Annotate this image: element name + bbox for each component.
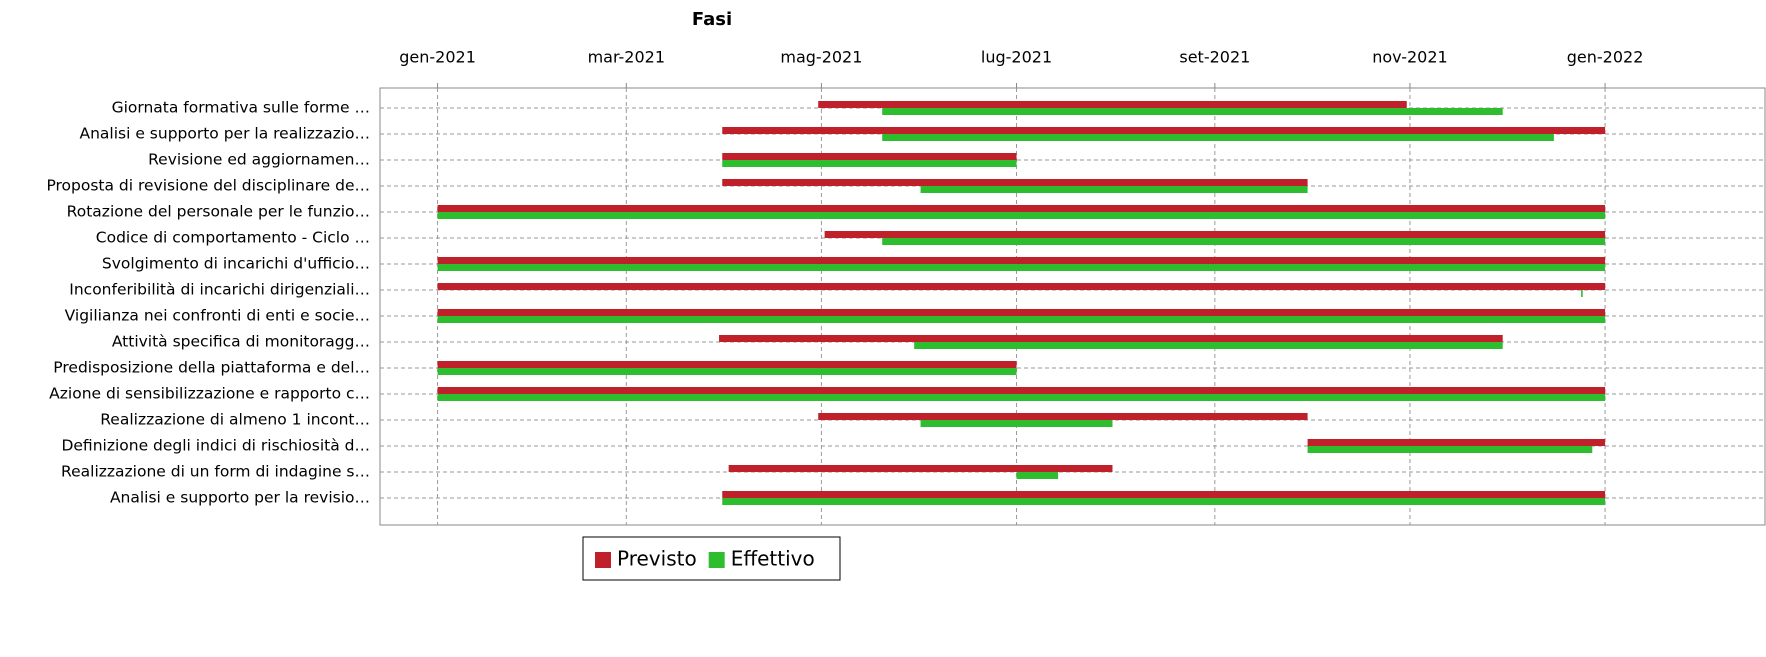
bar: [437, 394, 1606, 401]
bar: [722, 491, 1606, 498]
bar: [437, 316, 1606, 323]
bar: [437, 205, 1606, 212]
bar: [1016, 472, 1059, 479]
x-tick-label: mar-2021: [588, 48, 665, 67]
x-tick-label: gen-2022: [1567, 48, 1644, 67]
y-tick-label: Inconferibilità di incarichi dirigenzial…: [69, 281, 370, 299]
x-tick-label: mag-2021: [780, 48, 862, 67]
bar: [920, 420, 1113, 427]
legend-swatch: [708, 552, 725, 568]
bar: [437, 387, 1606, 394]
legend-swatch: [595, 552, 611, 568]
bar: [882, 134, 1554, 141]
bar: [719, 335, 1503, 342]
bar: [1307, 446, 1593, 453]
bar: [437, 257, 1606, 264]
x-tick-label: lug-2021: [981, 48, 1052, 67]
bar: [437, 309, 1606, 316]
y-tick-label: Predisposizione della piattaforma e del…: [53, 359, 370, 377]
bar: [1581, 290, 1583, 297]
y-tick-label: Codice di comportamento - Ciclo …: [96, 229, 370, 247]
y-tick-label: Realizzazione di un form di indagine s…: [61, 463, 370, 481]
bar: [728, 465, 1113, 472]
y-tick-label: Proposta di revisione del disciplinare d…: [46, 177, 370, 195]
legend-label: Previsto: [617, 547, 697, 571]
y-tick-label: Rotazione del personale per le funzio…: [67, 203, 370, 221]
bar: [882, 108, 1503, 115]
y-tick-label: Analisi e supporto per la realizzazio…: [79, 125, 370, 143]
bar: [722, 153, 1017, 160]
bar: [722, 127, 1606, 134]
bar: [722, 160, 1017, 167]
bar: [914, 342, 1503, 349]
y-tick-label: Revisione ed aggiornamen…: [148, 151, 370, 169]
bar: [824, 231, 1606, 238]
bar: [882, 238, 1606, 245]
bar: [920, 186, 1308, 193]
y-tick-label: Azione di sensibilizzazione e rapporto c…: [49, 385, 370, 403]
bar: [1307, 439, 1606, 446]
y-tick-label: Svolgimento di incarichi d'ufficio…: [102, 255, 370, 273]
x-tick-label: set-2021: [1179, 48, 1250, 67]
legend-label: Effettivo: [731, 547, 815, 571]
bar: [437, 368, 1017, 375]
plot-area: [379, 87, 1766, 526]
bar: [818, 413, 1308, 420]
bar: [437, 283, 1606, 290]
bar: [722, 179, 1308, 186]
x-tick-label: nov-2021: [1372, 48, 1447, 67]
y-tick-label: Realizzazione di almeno 1 incont…: [100, 411, 370, 429]
y-tick-label: Giornata formativa sulle forme …: [112, 99, 370, 117]
chart-title: Fasi: [692, 9, 732, 30]
bar: [437, 361, 1017, 368]
y-tick-label: Vigilianza nei confronti di enti e socie…: [65, 307, 370, 325]
y-tick-label: Analisi e supporto per la revisio…: [110, 489, 370, 507]
y-tick-label: Attività specifica di monitoragg…: [112, 333, 370, 351]
y-tick-label: Definizione degli indici di rischiosità …: [61, 437, 370, 455]
bar: [437, 212, 1606, 219]
bar: [437, 264, 1606, 271]
bar: [722, 498, 1606, 505]
x-tick-label: gen-2021: [399, 48, 476, 67]
bar: [818, 101, 1407, 108]
